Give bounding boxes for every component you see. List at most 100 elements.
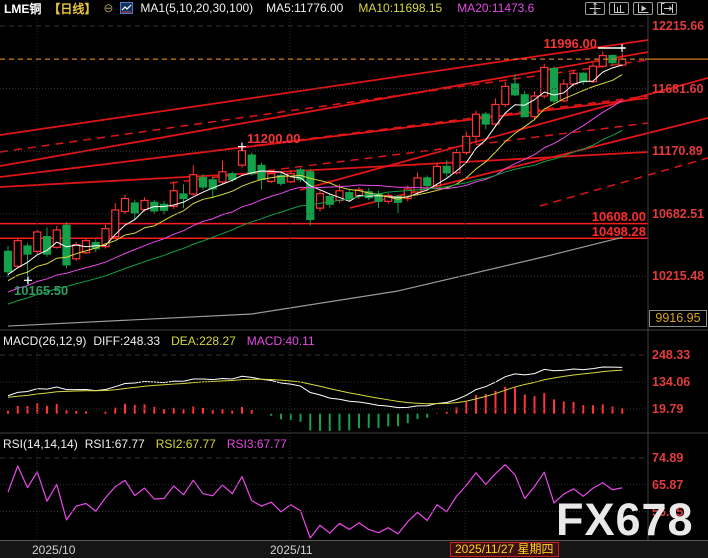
ma10-line xyxy=(7,74,623,282)
time-axis: 2025/10 2025/11 2025/11/27 星期四 xyxy=(0,540,708,558)
candle-body xyxy=(159,203,169,211)
candle-body xyxy=(423,177,432,187)
candle-body xyxy=(52,229,61,248)
trend-line xyxy=(0,39,649,136)
candle-body xyxy=(13,240,22,267)
candle-body xyxy=(179,193,188,200)
axis-playback-icon[interactable] xyxy=(633,2,653,15)
candle-body xyxy=(130,202,139,214)
macd-axis-label: 134.06 xyxy=(652,375,691,390)
trend-line-dashed xyxy=(0,59,649,153)
collapse-minus-icon[interactable]: ⊖ xyxy=(103,1,114,15)
rsi-line xyxy=(7,464,623,539)
symbol-name: LME铜 xyxy=(4,1,42,16)
ma10-value: MA10:11698.15 xyxy=(358,1,443,15)
ma20-value: MA20:11473.6 xyxy=(457,1,535,15)
trend-line xyxy=(299,77,708,191)
rsi-header: RSI(14,14,14) RSI1:67.77 RSI2:67.77 RSI3… xyxy=(3,437,287,451)
rsi2-value: RSI2:67.77 xyxy=(155,437,216,451)
candle-body xyxy=(452,151,461,174)
candle-body xyxy=(403,188,412,200)
candle-body xyxy=(481,113,490,125)
peak-price-annotation: 11200.00 xyxy=(247,131,301,146)
low-price-annotation: 10165.50 xyxy=(14,283,69,298)
time-tick-october: 2025/10 xyxy=(32,543,76,557)
move-crosshair-icon[interactable] xyxy=(585,2,605,15)
candle-body xyxy=(140,199,149,211)
candle-body xyxy=(218,171,227,183)
macd-dea-value: DEA:228.27 xyxy=(171,334,236,348)
candle-body xyxy=(237,150,247,166)
chart-toolbar xyxy=(585,2,677,15)
candle-body xyxy=(247,154,256,175)
fx678-watermark: FX678 xyxy=(556,494,694,545)
time-tick-november: 2025/11 xyxy=(270,543,313,557)
trend-line-dashed xyxy=(59,95,649,171)
candle-body xyxy=(189,174,198,195)
candle-body xyxy=(306,171,315,221)
trend-line-dashed xyxy=(169,122,649,184)
candle-body xyxy=(345,192,354,200)
ma30-line xyxy=(7,130,623,305)
ma100-line xyxy=(7,236,623,327)
chart-info-bar: LME铜 【日线】 ⊖ MA1(5,10,20,30,100) MA5:1177… xyxy=(0,0,588,16)
main-axis-label: 12215.66 xyxy=(652,18,705,33)
main-axis-label: 11170.89 xyxy=(652,144,703,159)
main-axis-label: 11681.60 xyxy=(652,81,704,96)
support-level-label-2: 10498.28 xyxy=(591,224,646,239)
ma-settings-label: MA1(5,10,20,30,100) xyxy=(140,1,254,15)
trend-line xyxy=(0,151,649,188)
rsi-pane xyxy=(7,464,623,539)
macd-dea-line xyxy=(7,369,623,405)
rsi-title: RSI(14,14,14) xyxy=(3,437,78,451)
macd-diff-value: DIFF:248.33 xyxy=(93,334,161,348)
candle-body xyxy=(276,175,286,184)
candle-body xyxy=(569,72,578,85)
candle-body xyxy=(296,169,305,181)
candle-body xyxy=(228,173,237,181)
axis-zoom-icon[interactable] xyxy=(609,2,629,15)
candle-body xyxy=(501,85,510,106)
current-date-box: 2025/11/27 星期四 xyxy=(450,542,559,557)
candle-body xyxy=(520,94,529,118)
rsi-axis-label: 74.89 xyxy=(652,451,684,465)
pane-min-price-box: 9916.95 xyxy=(649,310,707,327)
candle-body xyxy=(257,164,266,181)
candle-body xyxy=(325,195,334,205)
candle-body xyxy=(549,67,559,102)
main-axis-label: 10215.48 xyxy=(652,269,705,284)
trend-line xyxy=(0,51,649,167)
candle-body xyxy=(208,179,217,190)
rsi1-value: RSI1:67.77 xyxy=(84,437,145,451)
candle-body xyxy=(101,228,110,248)
period-label: 【日线】 xyxy=(48,1,97,16)
main-pane xyxy=(0,39,708,327)
support-level-label-1: 10608.00 xyxy=(591,209,646,224)
macd-axis-label: 248.33 xyxy=(652,348,691,363)
rsi3-value: RSI3:67.77 xyxy=(226,437,287,451)
candle-body xyxy=(315,193,325,209)
candle-body xyxy=(23,245,32,255)
candle-body xyxy=(198,176,208,188)
candle-body xyxy=(598,55,607,67)
candle-body xyxy=(62,224,71,266)
macd-axis-label: 19.79 xyxy=(652,402,684,417)
exit-right-icon[interactable] xyxy=(657,2,677,15)
candle-body xyxy=(540,66,549,97)
candle-body xyxy=(413,177,422,193)
macd-diff-line xyxy=(7,366,623,409)
candle-body xyxy=(286,173,295,183)
rsi-axis-label: 65.87 xyxy=(652,477,684,492)
candle-body xyxy=(120,197,130,213)
candle-body xyxy=(111,209,120,238)
macd-header: MACD(26,12,9) DIFF:248.33 DEA:228.27 MAC… xyxy=(3,334,315,348)
candle-body xyxy=(462,135,471,154)
rsi-axis-label: 56.85 xyxy=(652,504,684,519)
candle-body xyxy=(491,103,500,125)
candle-body xyxy=(384,195,393,202)
macd-title: MACD(26,12,9) xyxy=(3,334,87,348)
high-price-annotation: 11996.00 xyxy=(543,36,597,51)
candle-body xyxy=(72,244,81,260)
ma5-value: MA5:11776.00 xyxy=(266,1,344,15)
